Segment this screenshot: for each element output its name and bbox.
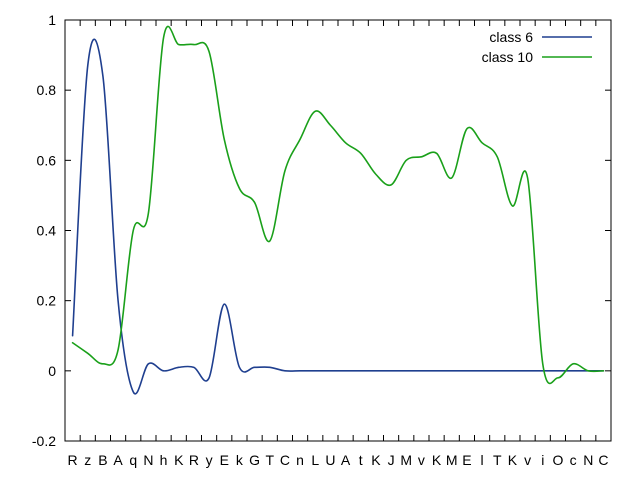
x-tick-label: R xyxy=(68,452,78,468)
series-layer xyxy=(71,25,605,395)
legend-label-class-10: class 10 xyxy=(482,49,534,65)
x-tick-label: R xyxy=(189,452,199,468)
y-tick-label: 0 xyxy=(48,363,56,379)
x-tick-label: O xyxy=(552,452,563,468)
x-tick-label: v xyxy=(524,452,531,468)
x-tick-label: N xyxy=(143,452,153,468)
x-tick-label: z xyxy=(84,452,91,468)
x-tick-label: U xyxy=(325,452,335,468)
x-tick-label: K xyxy=(174,452,184,468)
x-tick-label: y xyxy=(206,452,213,468)
x-tick-label: h xyxy=(160,452,168,468)
plot-frame xyxy=(64,19,612,442)
x-tick-label: E xyxy=(462,452,471,468)
x-tick-label: T xyxy=(265,452,274,468)
x-tick-label: C xyxy=(280,452,290,468)
x-tick-label: n xyxy=(296,452,304,468)
y-tick-label: 0.4 xyxy=(37,223,57,239)
x-tick-label: c xyxy=(570,452,577,468)
series-line-class-10 xyxy=(71,25,605,385)
x-tick-label: J xyxy=(388,452,395,468)
x-tick-label: A xyxy=(341,452,351,468)
series-line-class-6 xyxy=(71,38,605,395)
x-tick-label: T xyxy=(493,452,502,468)
x-tick-label: M xyxy=(400,452,412,468)
x-tick-label: K xyxy=(371,452,381,468)
x-tick-label: M xyxy=(446,452,458,468)
y-tick-label: 0.6 xyxy=(37,152,57,168)
legend: class 6 class 10 xyxy=(482,29,592,65)
x-tick-label: t xyxy=(359,452,363,468)
x-tick-label: K xyxy=(508,452,518,468)
x-tick-label: E xyxy=(220,452,229,468)
y-tick-label: 0.2 xyxy=(37,293,57,309)
x-tick-label: v xyxy=(418,452,425,468)
x-tick-label: A xyxy=(113,452,123,468)
x-tick-label: N xyxy=(583,452,593,468)
y-axis: -0.2 0 0.2 0.4 0.6 0.8 1 xyxy=(32,12,611,449)
x-tick-label: L xyxy=(311,452,319,468)
y-tick-label: 1 xyxy=(48,12,56,28)
x-tick-label: q xyxy=(129,452,137,468)
x-tick-label: l xyxy=(481,452,484,468)
x-tick-label: G xyxy=(249,452,260,468)
y-tick-label: 0.8 xyxy=(37,82,57,98)
plot-border xyxy=(64,19,612,442)
y-tick-label: -0.2 xyxy=(32,433,56,449)
x-tick-label: k xyxy=(236,452,244,468)
x-tick-label: C xyxy=(598,452,608,468)
x-tick-label: B xyxy=(98,452,107,468)
x-tick-label: K xyxy=(432,452,442,468)
x-tick-label: i xyxy=(541,452,544,468)
legend-label-class-6: class 6 xyxy=(489,29,533,45)
